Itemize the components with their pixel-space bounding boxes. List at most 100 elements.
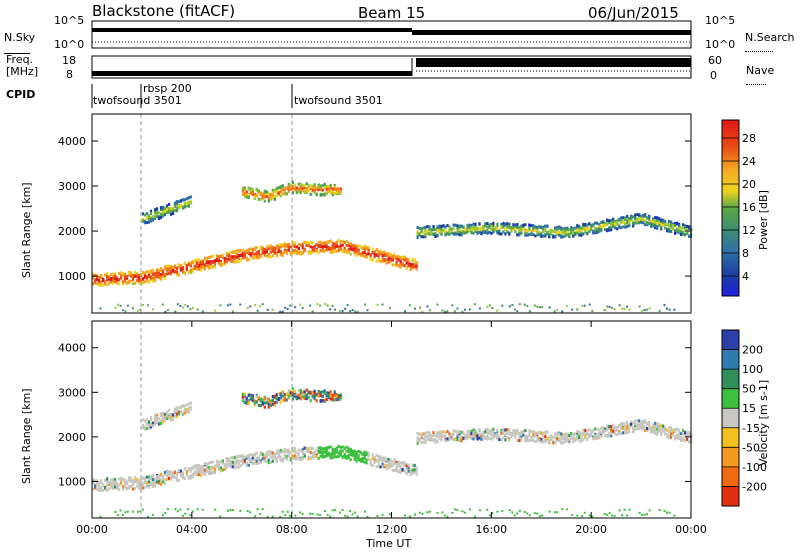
power-cell: [108, 275, 111, 279]
velocity-cell: [571, 513, 574, 516]
power-cell: [658, 220, 661, 224]
power-cell: [415, 264, 418, 268]
velocity-cell: [167, 476, 171, 480]
velocity-cell: [299, 397, 302, 401]
power-cell: [123, 274, 127, 278]
velocity-cbar-segment: [722, 486, 739, 507]
site-title: Blackstone (fitACF): [92, 2, 236, 20]
velocity-cell: [147, 480, 151, 484]
power-cell: [606, 219, 609, 223]
velocity-cell: [287, 452, 290, 455]
power-cell: [289, 304, 292, 307]
velocity-cell: [594, 437, 597, 441]
velocity-cell: [255, 394, 258, 398]
power-cell: [163, 211, 167, 215]
velocity-cell: [662, 427, 665, 431]
velocity-cell: [369, 462, 372, 466]
power-cell: [159, 267, 163, 271]
power-cell: [137, 278, 141, 282]
velocity-cell: [620, 422, 623, 426]
velocity-cell: [496, 428, 499, 432]
power-cell: [307, 244, 310, 248]
velocity-cell: [404, 514, 406, 517]
velocity-cell: [570, 437, 573, 441]
velocity-cell: [112, 479, 115, 483]
power-cell: [357, 248, 360, 252]
velocity-cell: [413, 468, 416, 472]
power-cell: [325, 245, 328, 249]
power-cell: [440, 224, 443, 228]
velocity-cell: [301, 395, 304, 399]
velocity-cell: [149, 423, 153, 427]
power-cell: [217, 261, 220, 265]
velocity-cell: [646, 422, 649, 426]
velocity-cbar-segment: [722, 447, 739, 468]
power-cell: [688, 225, 691, 229]
velocity-cell: [355, 453, 358, 457]
velocity-cell: [490, 430, 493, 434]
velocity-cell: [108, 480, 111, 484]
velocity-cell: [580, 439, 583, 443]
power-cell: [319, 184, 322, 188]
velocity-cell: [145, 484, 149, 488]
power-cell: [99, 307, 102, 310]
velocity-cell: [231, 460, 234, 464]
power-cell: [626, 225, 629, 228]
velocity-cell: [476, 432, 479, 436]
velocity-cell: [185, 410, 188, 414]
power-cell: [155, 271, 159, 275]
velocity-cell: [163, 417, 167, 421]
velocity-cell: [237, 465, 240, 469]
velocity-cell: [175, 472, 179, 476]
power-cell: [161, 275, 165, 279]
velocity-cell: [261, 455, 264, 459]
velocity-cell: [291, 391, 294, 395]
velocity-cell: [285, 454, 288, 458]
power-cell: [293, 251, 296, 255]
power-cell: [123, 277, 127, 280]
velocity-cell: [688, 431, 691, 435]
power-cell: [666, 227, 669, 231]
power-cell: [321, 248, 324, 252]
velocity-cell: [520, 432, 523, 436]
power-cell: [279, 249, 282, 253]
velocity-cell: [570, 431, 573, 435]
velocity-cell: [399, 461, 402, 465]
power-cell: [339, 191, 342, 195]
velocity-cell: [401, 461, 404, 464]
velocity-cell: [424, 438, 427, 442]
velocity-cell: [468, 433, 471, 437]
power-cell: [546, 225, 549, 229]
velocity-cell: [367, 451, 370, 455]
power-cell: [243, 192, 246, 196]
power-cell: [275, 246, 278, 250]
power-cell: [275, 187, 278, 190]
velocity-cell: [526, 434, 529, 438]
power-cell: [189, 264, 192, 268]
power-cell: [466, 226, 469, 230]
power-cell: [592, 223, 595, 227]
velocity-cell: [670, 426, 673, 430]
velocity-cell: [161, 418, 165, 422]
velocity-cell: [317, 391, 320, 395]
velocity-cbar-segment: [722, 349, 739, 370]
velocity-cell: [301, 512, 304, 515]
power-cell: [600, 225, 603, 228]
velocity-cell: [496, 431, 499, 434]
velocity-cell: [603, 513, 606, 516]
velocity-cell: [155, 413, 159, 417]
power-cell: [456, 232, 459, 236]
power-cell: [594, 228, 597, 232]
velocity-cell: [319, 449, 322, 453]
power-cell: [642, 221, 645, 225]
velocity-cell: [401, 468, 404, 472]
velocity-cell: [482, 432, 485, 436]
velocity-cell: [118, 483, 121, 487]
power-cell: [612, 217, 615, 221]
velocity-cell: [383, 456, 386, 460]
power-cell: [267, 255, 270, 259]
velocity-cell: [524, 437, 527, 441]
power-cell: [247, 187, 250, 191]
velocity-cell: [124, 511, 127, 514]
